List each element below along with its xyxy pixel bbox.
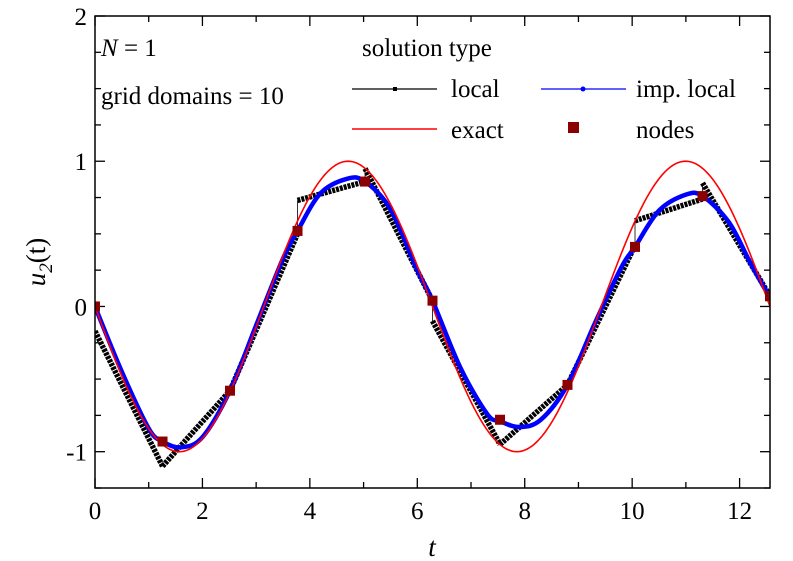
y-axis-title-sub: 2 (36, 263, 57, 273)
n-annotation: N = 1 (100, 35, 157, 62)
x-axis-title: t (428, 532, 437, 561)
local-segment (160, 388, 233, 469)
legend-label-exact: exact (451, 117, 504, 144)
node-marker (157, 436, 168, 447)
node-marker (765, 291, 770, 302)
local-segment (95, 329, 165, 468)
x-tick-label: 6 (411, 498, 424, 525)
x-tick-label: 2 (196, 498, 209, 525)
legend-swatch-imp-local-marker (580, 86, 586, 92)
axis-ticks (94, 15, 770, 489)
grid-domains-annotation: grid domains = 10 (101, 83, 284, 110)
y-tick-label: 0 (75, 294, 88, 321)
series-local (95, 167, 770, 469)
n-annotation-var: N (100, 35, 119, 62)
plot-frame (94, 15, 771, 489)
legend-swatch-local-marker (393, 87, 397, 91)
svg-text:u2(t): u2(t) (21, 238, 57, 286)
n-annotation-rest: = 1 (118, 35, 157, 62)
node-marker (630, 241, 641, 252)
node-marker (360, 176, 371, 187)
local-segment (296, 178, 366, 204)
x-tick-label: 0 (89, 498, 102, 525)
legend-label-nodes: nodes (636, 117, 694, 144)
y-tick-label: -1 (66, 440, 87, 467)
local-segment (498, 382, 570, 447)
y-axis-title-arg: (t) (21, 238, 51, 263)
legend-title: solution type (362, 35, 492, 62)
node-marker (495, 414, 506, 425)
x-tick-label: 8 (518, 498, 531, 525)
x-tick-label: 10 (620, 498, 645, 525)
x-tick-label: 4 (304, 498, 317, 525)
node-marker (562, 379, 573, 390)
y-axis-title-main: u (21, 273, 51, 287)
legend-label-local: local (451, 76, 500, 103)
node-marker (427, 295, 438, 306)
legend-label-imp-local: imp. local (636, 76, 736, 103)
y-tick-label: 1 (75, 149, 88, 176)
node-marker (95, 301, 100, 312)
series-exact (95, 160, 770, 453)
node-marker (292, 225, 303, 236)
y-axis-title: u2(t) (21, 238, 57, 286)
series-layer (95, 160, 770, 469)
x-tick-label: 12 (727, 498, 752, 525)
node-marker (697, 191, 708, 202)
y-tick-label: 2 (75, 4, 88, 31)
node-marker (224, 385, 235, 396)
legend-swatch-nodes (568, 122, 579, 133)
legend: solution type local imp. local exact nod… (352, 35, 736, 144)
